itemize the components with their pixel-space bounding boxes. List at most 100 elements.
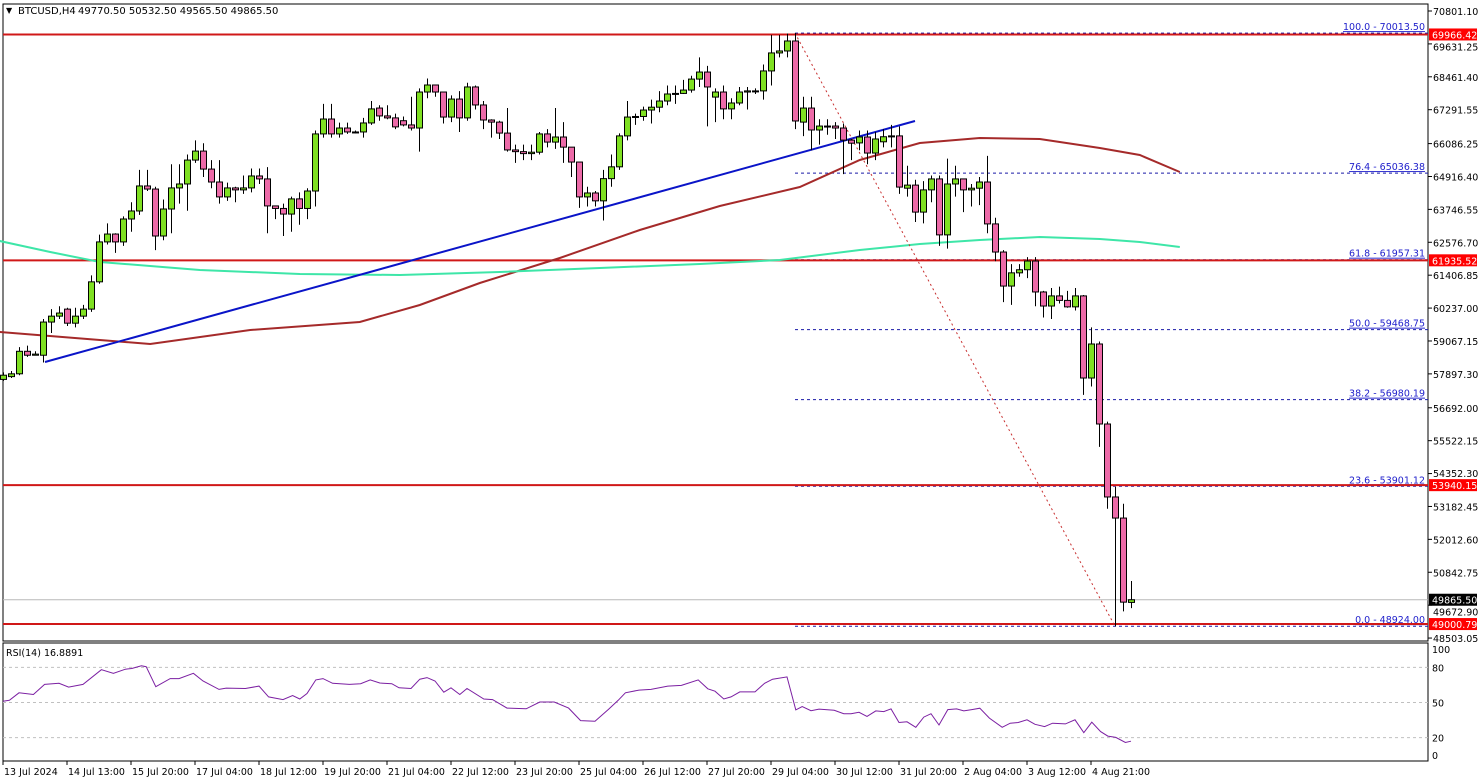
bullish-candle-body — [464, 86, 471, 119]
bearish-candle-body — [256, 175, 263, 180]
candle — [120, 216, 127, 246]
time-axis-label: 19 Jul 20:00 — [324, 767, 381, 778]
fib-level-label: 0.0 - 48924.00 — [1355, 615, 1425, 626]
bearish-candle-body — [544, 133, 551, 143]
bearish-candle-body — [1064, 299, 1071, 308]
candle — [192, 140, 199, 163]
fib-retracement-diagonal — [794, 32, 1116, 627]
candle — [304, 188, 311, 220]
bullish-candle-body — [136, 185, 143, 212]
bullish-candle-body — [664, 93, 671, 102]
candle — [992, 217, 999, 262]
bullish-candle-body — [536, 133, 543, 153]
bearish-candle-body — [896, 135, 903, 188]
candle — [792, 33, 799, 130]
candle — [384, 105, 391, 120]
candle — [488, 119, 495, 138]
candle — [1000, 250, 1007, 303]
bearish-candle-body — [216, 181, 223, 198]
bullish-candle-body — [920, 189, 927, 213]
bullish-candle-body — [584, 192, 591, 198]
candle — [824, 119, 831, 135]
price-axis-label: 70801.10 — [1433, 7, 1478, 18]
candle — [480, 101, 487, 130]
candle — [1072, 288, 1079, 311]
candle — [1104, 421, 1111, 509]
bullish-candle-body — [552, 136, 559, 143]
bearish-candle-body — [152, 188, 159, 237]
candle — [504, 108, 511, 152]
level-price-label: 69966.42 — [1432, 30, 1477, 41]
bullish-candle-body — [1128, 599, 1135, 603]
candle — [512, 144, 519, 163]
bearish-candle-body — [480, 104, 487, 121]
bullish-candle-body — [944, 183, 951, 236]
time-axis-label: 21 Jul 04:00 — [388, 767, 445, 778]
bearish-candle-body — [496, 121, 503, 134]
price-axis-label: 67291.55 — [1433, 106, 1478, 117]
candle — [712, 88, 719, 123]
time-axis-label: 31 Jul 20:00 — [900, 767, 957, 778]
candle — [1064, 290, 1071, 308]
price-axis-label: 60237.00 — [1433, 304, 1478, 315]
rsi-axis-label: 50 — [1432, 699, 1444, 710]
bullish-candle-body — [176, 183, 183, 189]
candle — [720, 85, 727, 120]
bearish-candle-body — [848, 139, 855, 144]
time-axis-label: 2 Aug 04:00 — [964, 767, 1022, 778]
bullish-candle-body — [616, 135, 623, 168]
candle — [408, 96, 415, 131]
candle — [1040, 290, 1047, 318]
candle — [952, 165, 959, 197]
candle — [328, 103, 335, 138]
candle — [568, 146, 575, 177]
bullish-candle-body — [72, 315, 79, 324]
candle — [400, 116, 407, 127]
candle — [336, 122, 343, 138]
price-axis-label: 56692.00 — [1433, 404, 1478, 415]
candle — [360, 117, 367, 138]
bullish-candle-body — [1016, 269, 1023, 274]
bullish-candle-body — [632, 115, 639, 118]
candle — [752, 88, 759, 94]
candle — [136, 169, 143, 215]
main-price-panel[interactable]: 100.0 - 70013.50 76.4 - 65036.38 61.8 - 61… — [0, 3, 1429, 642]
bullish-candle-body — [168, 187, 175, 210]
candle — [240, 175, 247, 194]
rsi-panel[interactable]: RSI(14) 16.8891 — [2, 642, 1429, 762]
candle — [536, 131, 543, 155]
candle — [8, 370, 15, 379]
bullish-candle-body — [184, 159, 191, 185]
bearish-candle-body — [840, 127, 847, 141]
bearish-candle-body — [1056, 295, 1063, 301]
rsi-axis-label: 100 — [1432, 645, 1450, 656]
bullish-candle-body — [880, 136, 887, 143]
bullish-candle-body — [696, 71, 703, 80]
candle — [672, 85, 679, 104]
bullish-candle-body — [856, 136, 863, 144]
candle — [352, 130, 359, 134]
bullish-candle-body — [528, 151, 535, 155]
bearish-candle-body — [264, 178, 271, 207]
price-axis-label: 50842.75 — [1433, 568, 1478, 579]
bullish-candle-body — [320, 118, 327, 135]
bullish-candle-body — [736, 91, 743, 104]
moving-average-line — [0, 136, 1181, 346]
candle — [64, 307, 71, 326]
bearish-candle-body — [400, 120, 407, 126]
bullish-candle-body — [600, 178, 607, 202]
candle — [256, 168, 263, 184]
candle — [784, 33, 791, 58]
fib-level-label: 50.0 - 59468.75 — [1349, 319, 1425, 330]
candle — [1008, 264, 1015, 305]
level-price-label: 53940.15 — [1432, 481, 1477, 492]
bullish-candle-body — [40, 321, 47, 356]
bearish-candle-body — [1032, 260, 1039, 293]
bearish-candle-body — [232, 187, 239, 191]
bearish-candle-body — [576, 161, 583, 198]
triangle-down-icon[interactable]: ▼ — [6, 6, 13, 15]
bullish-candle-body — [904, 184, 911, 189]
time-axis-label: 22 Jul 12:00 — [452, 767, 509, 778]
bearish-candle-body — [936, 178, 943, 236]
